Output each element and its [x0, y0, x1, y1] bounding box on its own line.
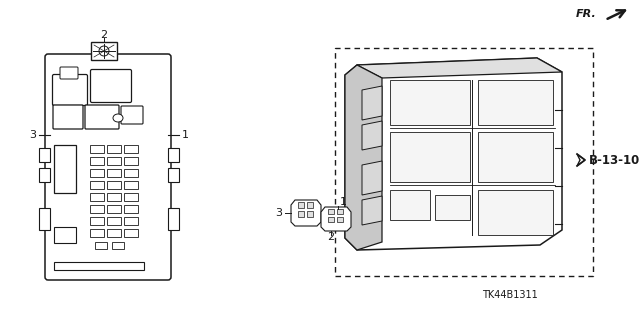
Bar: [54, 227, 76, 243]
Bar: [390, 80, 470, 125]
Polygon shape: [357, 58, 562, 78]
Bar: [337, 217, 343, 222]
Bar: [337, 209, 343, 214]
Text: TK44B1311: TK44B1311: [482, 290, 538, 300]
Polygon shape: [291, 200, 321, 226]
Text: 2: 2: [100, 30, 108, 40]
Bar: [328, 217, 334, 222]
Bar: [435, 195, 470, 220]
Bar: [39, 148, 50, 162]
Bar: [90, 193, 104, 201]
Bar: [39, 168, 50, 182]
Bar: [390, 190, 430, 220]
Bar: [54, 145, 76, 193]
Bar: [124, 205, 138, 213]
FancyBboxPatch shape: [60, 67, 78, 79]
Polygon shape: [321, 207, 351, 231]
Bar: [112, 242, 124, 249]
Polygon shape: [362, 196, 382, 225]
Polygon shape: [362, 121, 382, 150]
Bar: [124, 145, 138, 153]
Circle shape: [99, 46, 109, 56]
Text: 3: 3: [275, 208, 282, 218]
Bar: [107, 229, 121, 237]
Bar: [335, 48, 593, 276]
Text: 2: 2: [328, 232, 335, 242]
Bar: [107, 205, 121, 213]
Bar: [107, 169, 121, 177]
Bar: [307, 202, 313, 208]
Bar: [90, 217, 104, 225]
Bar: [91, 42, 117, 60]
Bar: [124, 229, 138, 237]
Bar: [168, 148, 179, 162]
Bar: [328, 209, 334, 214]
Bar: [54, 262, 144, 270]
Bar: [107, 181, 121, 189]
Bar: [124, 193, 138, 201]
Text: B-13-10: B-13-10: [589, 153, 640, 167]
Text: FR.: FR.: [576, 9, 597, 19]
Ellipse shape: [113, 114, 123, 122]
Polygon shape: [345, 58, 562, 250]
FancyBboxPatch shape: [53, 105, 83, 129]
Bar: [107, 217, 121, 225]
FancyBboxPatch shape: [85, 105, 119, 129]
Bar: [124, 217, 138, 225]
Bar: [95, 242, 107, 249]
Bar: [90, 145, 104, 153]
Bar: [298, 202, 304, 208]
Polygon shape: [345, 65, 382, 250]
Bar: [168, 208, 179, 230]
Text: 1: 1: [340, 197, 347, 207]
Polygon shape: [362, 161, 382, 195]
FancyBboxPatch shape: [52, 75, 88, 106]
FancyBboxPatch shape: [90, 70, 131, 102]
FancyBboxPatch shape: [45, 54, 171, 280]
Polygon shape: [362, 86, 382, 120]
Bar: [107, 193, 121, 201]
Bar: [90, 181, 104, 189]
Bar: [39, 208, 50, 230]
Bar: [478, 80, 553, 125]
Text: 3: 3: [29, 130, 36, 140]
Bar: [307, 211, 313, 217]
Bar: [124, 181, 138, 189]
Polygon shape: [577, 154, 585, 166]
Bar: [107, 157, 121, 165]
Bar: [90, 169, 104, 177]
Bar: [90, 205, 104, 213]
Bar: [390, 132, 470, 182]
Bar: [478, 190, 553, 235]
Bar: [124, 157, 138, 165]
Bar: [90, 157, 104, 165]
FancyBboxPatch shape: [121, 106, 143, 124]
Bar: [90, 229, 104, 237]
Bar: [107, 145, 121, 153]
Bar: [478, 132, 553, 182]
Bar: [168, 168, 179, 182]
Text: 1: 1: [182, 130, 189, 140]
Bar: [298, 211, 304, 217]
Bar: [124, 169, 138, 177]
